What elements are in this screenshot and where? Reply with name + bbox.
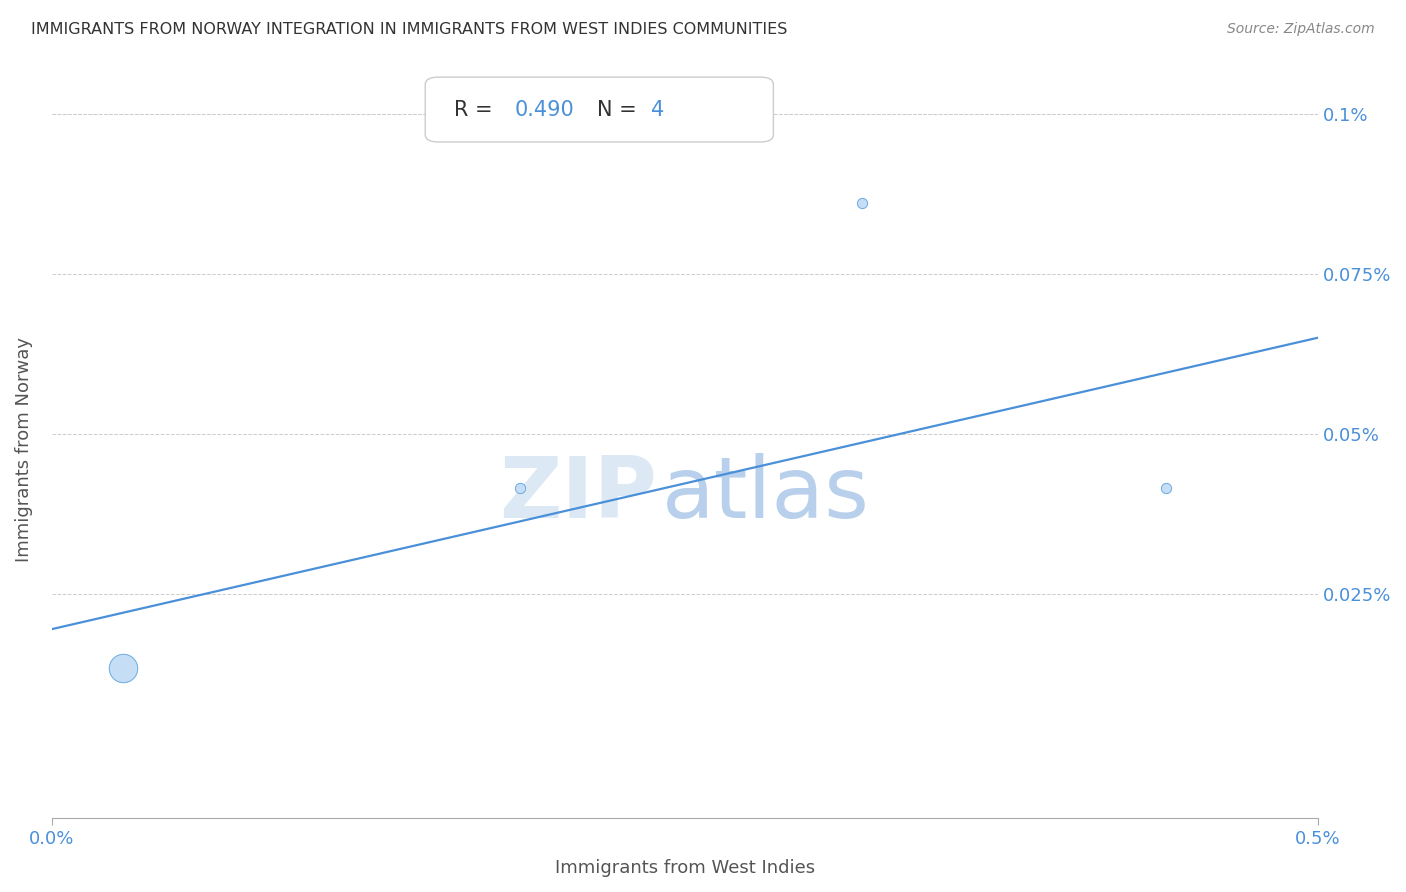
Text: 4: 4: [651, 100, 664, 120]
Text: N =: N =: [598, 100, 644, 120]
Text: atlas: atlas: [662, 452, 870, 535]
FancyBboxPatch shape: [425, 77, 773, 142]
Text: Source: ZipAtlas.com: Source: ZipAtlas.com: [1227, 22, 1375, 37]
Point: [1154, 481, 1177, 495]
Text: ZIP: ZIP: [499, 452, 657, 535]
Text: IMMIGRANTS FROM NORWAY INTEGRATION IN IMMIGRANTS FROM WEST INDIES COMMUNITIES: IMMIGRANTS FROM NORWAY INTEGRATION IN IM…: [31, 22, 787, 37]
Point: [509, 481, 531, 495]
Point: [111, 660, 134, 674]
Point: [851, 196, 873, 211]
Y-axis label: Immigrants from Norway: Immigrants from Norway: [15, 337, 32, 562]
X-axis label: Immigrants from West Indies: Immigrants from West Indies: [555, 859, 815, 877]
Text: 0.490: 0.490: [515, 100, 575, 120]
Text: R =: R =: [454, 100, 499, 120]
